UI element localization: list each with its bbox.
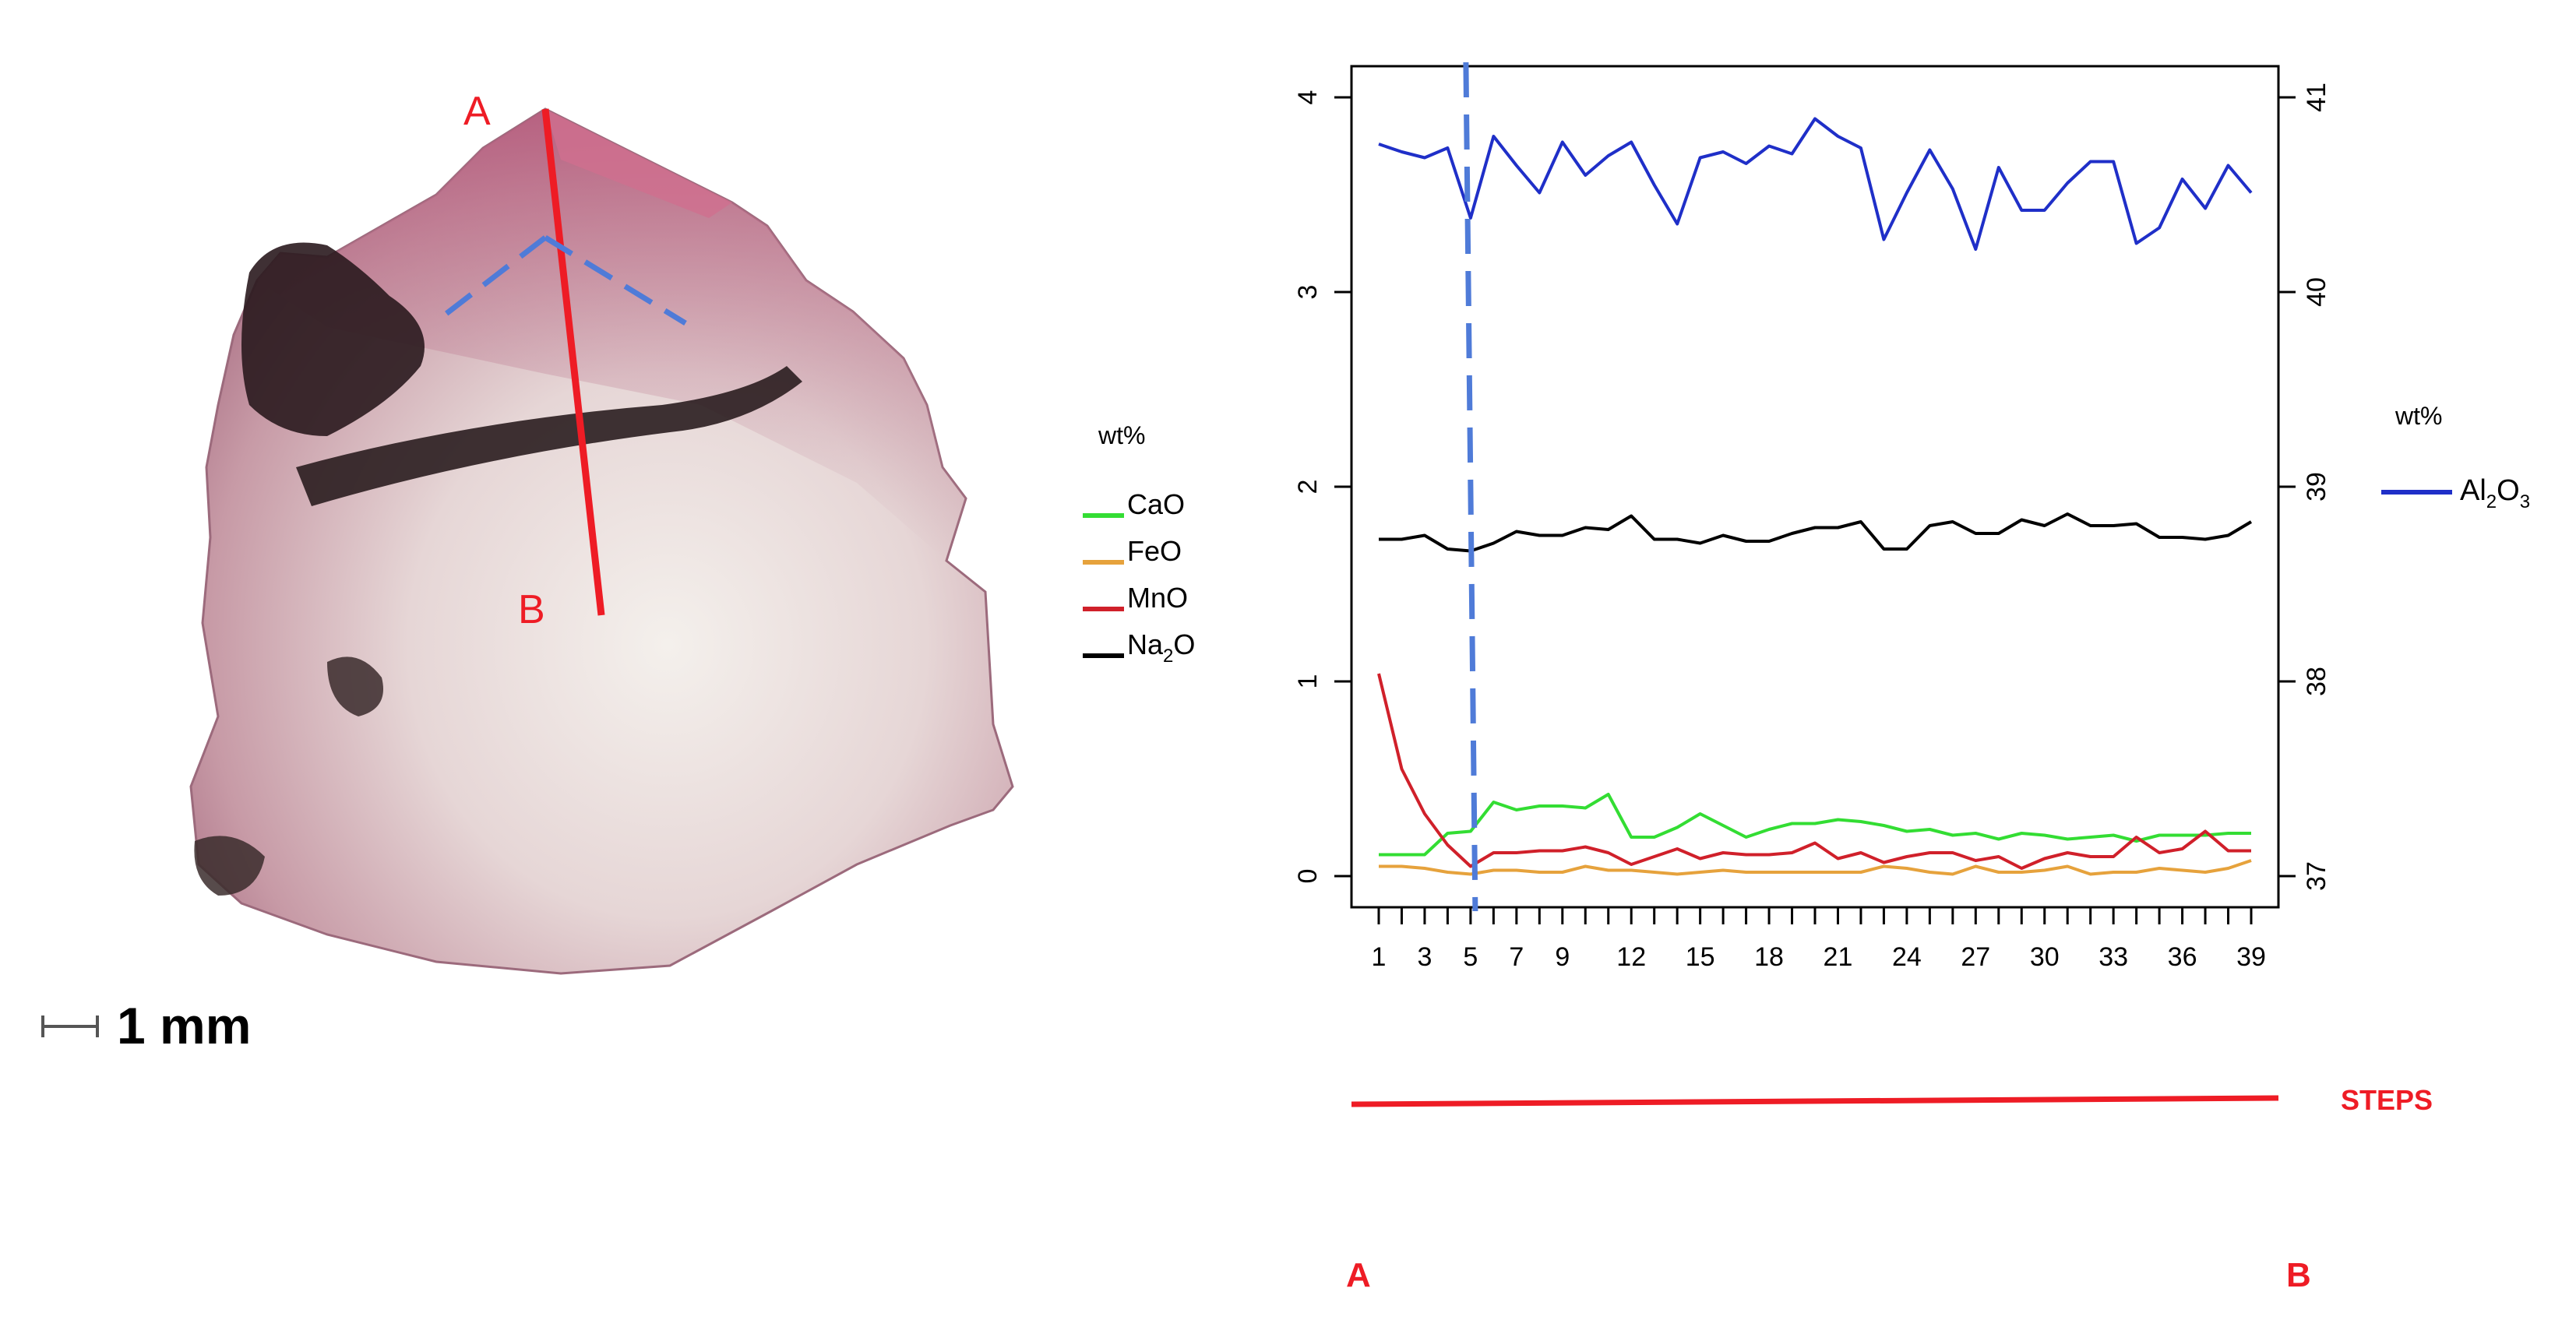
legend-right-title: wt% (2395, 402, 2442, 430)
x-tick-label: 15 (1686, 942, 1715, 972)
legend-item-cao: CaO (1083, 488, 1185, 520)
legend-left-title: wt% (1098, 421, 1145, 449)
scale-bar-label: 1 mm (117, 997, 251, 1054)
y-right-tick-label: 37 (2302, 861, 2331, 891)
y-axis-left: 0 1 2 3 4 (1293, 90, 1351, 884)
y-left-tick-label: 0 (1293, 869, 1323, 884)
series-line-feo (1379, 859, 2252, 876)
x-tick-label: 27 (1961, 942, 1990, 972)
legend-item-al2o3: Al2O3 (2381, 474, 2530, 512)
y-left-tick-label: 3 (1293, 285, 1323, 300)
y-right-tick-label: 39 (2302, 472, 2331, 502)
legend-item-na2o: Na2O (1083, 628, 1195, 667)
section-line-red (541, 108, 605, 616)
legend-item-al2o3-label: Al2O3 (2460, 474, 2530, 512)
legend-right: wt% Al2O3 (2381, 402, 2530, 512)
y-left-tick-label: 4 (1293, 90, 1323, 105)
y-left-tick-label: 2 (1293, 480, 1323, 495)
crystal-photo: A B 1 mm (41, 89, 1014, 1054)
steps-label: STEPS (2341, 1084, 2433, 1116)
dark-inclusion-lower (327, 656, 383, 716)
y-left-tick-label: 1 (1293, 674, 1323, 689)
x-tick-label: 1 (1372, 942, 1387, 972)
x-tick-label: 3 (1417, 942, 1432, 972)
y-right-tick-label: 40 (2302, 277, 2331, 307)
series-line-al2o3 (1378, 117, 2253, 251)
photo-label-b: B (518, 587, 545, 632)
y-right-tick-label: 41 (2302, 83, 2331, 112)
crystal-pink-top (257, 109, 966, 561)
path-start-label: A (1346, 1256, 1371, 1294)
series-line-na2o (1379, 512, 2253, 553)
series-line-cao (1379, 793, 2251, 857)
y-axis-right: 37 38 39 40 41 (2278, 83, 2331, 891)
x-tick-label: 36 (2168, 942, 2197, 972)
x-tick-label: 30 (2030, 942, 2060, 972)
y-right-tick-label: 38 (2302, 667, 2331, 696)
x-tick-label: 24 (1892, 942, 1922, 972)
x-axis: 1 3 5 7 9 12 15 18 21 24 27 30 33 36 39 (1372, 907, 2266, 972)
legend-item-feo: FeO (1083, 535, 1182, 567)
dark-inclusion-band (296, 366, 802, 506)
path-end-label: B (2286, 1256, 2311, 1294)
blue-dash-right (544, 235, 687, 326)
series-layer (1377, 117, 2253, 876)
x-tick-label: 33 (2099, 942, 2128, 972)
plot-frame (1350, 65, 2280, 909)
dark-inclusion-top (241, 242, 425, 436)
legend-left: wt% CaO FeO MnO Na2O (1083, 421, 1195, 667)
x-tick-label: 39 (2236, 942, 2266, 972)
x-tick-label: 21 (1824, 942, 1853, 972)
steps-path: STEPS A B (1346, 1084, 2433, 1294)
x-tick-label: 18 (1754, 942, 1784, 972)
photo-label-a: A (463, 89, 491, 134)
x-tick-label: 12 (1616, 942, 1646, 972)
legend-item-na2o-label: Na2O (1127, 628, 1195, 667)
x-tick-label: 7 (1509, 942, 1524, 972)
legend-item-mno: MnO (1083, 582, 1188, 614)
step-marker-dashed-line (1463, 62, 1478, 912)
dark-corner (194, 836, 265, 896)
legend-item-feo-label: FeO (1127, 535, 1182, 567)
series-line-mno (1377, 673, 2251, 870)
blue-dash-left (442, 235, 548, 318)
x-tick-label: 5 (1463, 942, 1478, 972)
scale-bar: 1 mm (41, 997, 251, 1054)
steps-red-line (1351, 1095, 2279, 1107)
x-tick-label: 9 (1555, 942, 1570, 972)
crystal-pink-facet (545, 109, 732, 218)
legend-item-mno-label: MnO (1127, 582, 1188, 614)
legend-item-cao-label: CaO (1127, 488, 1185, 520)
